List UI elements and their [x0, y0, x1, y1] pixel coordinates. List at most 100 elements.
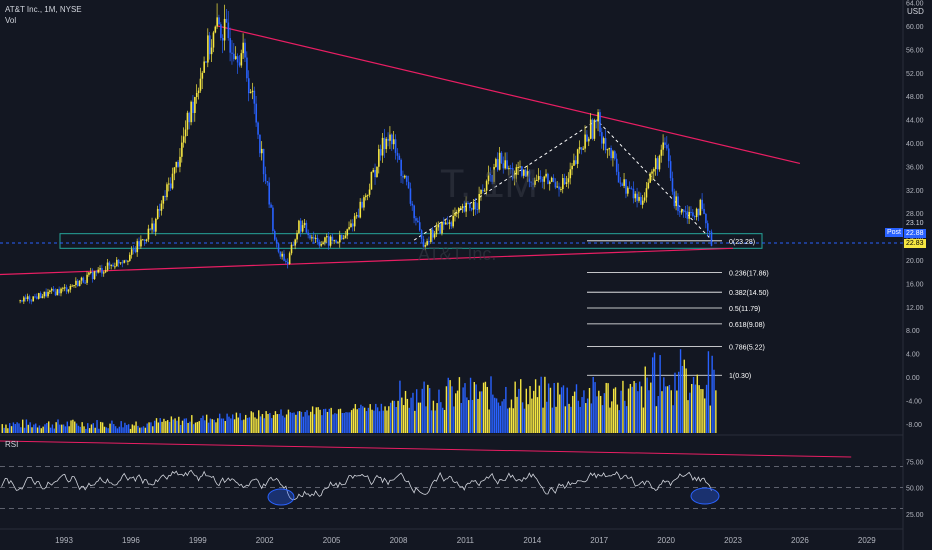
volume-bar — [287, 409, 290, 433]
candle-body — [407, 181, 410, 189]
candle-body — [470, 208, 473, 210]
volume-bar — [369, 404, 371, 433]
candle-body — [281, 253, 284, 257]
candle-body — [190, 101, 192, 123]
candle-body — [418, 222, 421, 231]
volume-bar — [495, 398, 498, 433]
volume-bar — [339, 408, 342, 433]
candle-body — [365, 195, 367, 198]
volume-bar — [441, 407, 444, 433]
candle-body — [208, 35, 211, 55]
volume-bar — [711, 355, 713, 433]
candle-body — [511, 168, 514, 179]
volume-bar — [588, 387, 591, 433]
volume-bar — [226, 413, 228, 433]
volume-bar — [146, 423, 148, 433]
volume-bar — [295, 414, 297, 433]
candle-body — [210, 47, 213, 55]
volume-bar — [477, 398, 479, 433]
x-tick-label: 2011 — [457, 536, 475, 545]
candle-body — [301, 225, 304, 232]
candle-body — [391, 134, 393, 145]
volume-bar — [98, 428, 100, 433]
candle-body — [155, 218, 157, 232]
candle-body — [253, 90, 256, 104]
y-tick-label: 0.00 — [906, 375, 920, 382]
volume-bar — [510, 399, 513, 433]
volume-bar — [627, 388, 630, 433]
volume-bar — [1, 424, 3, 433]
candle-body — [366, 194, 369, 196]
candle-body — [549, 181, 551, 184]
volume-bar — [434, 410, 436, 433]
candle-body — [487, 172, 490, 182]
candle-body — [595, 120, 598, 122]
volume-bar — [371, 409, 373, 433]
candle-body — [662, 142, 664, 150]
candle-body — [547, 173, 549, 184]
volume-bar — [202, 415, 204, 433]
y-tick-label: 16.00 — [906, 281, 924, 288]
volume-bar — [139, 427, 141, 433]
volume-bar — [120, 421, 122, 433]
volume-bar — [624, 400, 626, 433]
volume-bar — [155, 418, 158, 433]
volume-bar — [133, 425, 135, 433]
candle-body — [350, 223, 352, 228]
volume-bar — [625, 406, 628, 433]
candle-body — [168, 183, 170, 185]
candle-body — [495, 159, 497, 167]
volume-bar — [113, 424, 115, 433]
candle-body — [376, 166, 378, 178]
volume-bar — [469, 377, 472, 433]
volume-bar — [445, 386, 448, 433]
volume-bar — [205, 414, 208, 433]
volume-bar — [607, 383, 609, 433]
volume-bar — [666, 386, 669, 433]
candle-body — [496, 159, 499, 170]
volume-bar — [215, 422, 217, 433]
candle-body — [117, 259, 120, 264]
candle-body — [186, 112, 189, 130]
volume-bar — [691, 383, 693, 433]
candle-body — [593, 120, 596, 139]
volume-bar — [402, 405, 405, 433]
volume-bar — [681, 365, 684, 433]
volume-bar — [443, 409, 446, 433]
volume-bar — [152, 426, 154, 433]
candle-body — [465, 202, 467, 212]
volume-bar — [590, 403, 593, 433]
candle-body — [604, 138, 607, 151]
candle-body — [478, 193, 481, 210]
volume-bar — [12, 422, 15, 433]
candle-body — [550, 177, 553, 182]
candle-body — [247, 78, 250, 94]
candle-body — [292, 244, 295, 246]
volume-bar — [103, 426, 106, 433]
volume-bar — [131, 424, 134, 433]
candle-body — [264, 174, 267, 182]
candle-body — [64, 287, 66, 289]
candle-body — [62, 287, 64, 289]
candle-body — [277, 243, 280, 252]
volume-bar — [521, 402, 524, 433]
volume-bar — [622, 380, 624, 433]
candle-body — [257, 122, 259, 135]
candle-body — [536, 179, 538, 181]
candle-body — [220, 24, 222, 39]
candle-body — [234, 56, 237, 60]
volume-bar — [523, 408, 526, 433]
candle-body — [372, 170, 375, 172]
candle-body — [26, 296, 29, 299]
candle-body — [640, 196, 642, 205]
volume-bar — [237, 417, 239, 433]
candle-body — [430, 229, 432, 242]
candle-body — [121, 262, 124, 264]
candle-body — [677, 196, 679, 212]
volume-bar — [417, 402, 420, 433]
volume-bar — [601, 405, 604, 433]
volume-bar — [389, 402, 392, 433]
candle-body — [428, 241, 430, 243]
candle-body — [567, 178, 570, 183]
